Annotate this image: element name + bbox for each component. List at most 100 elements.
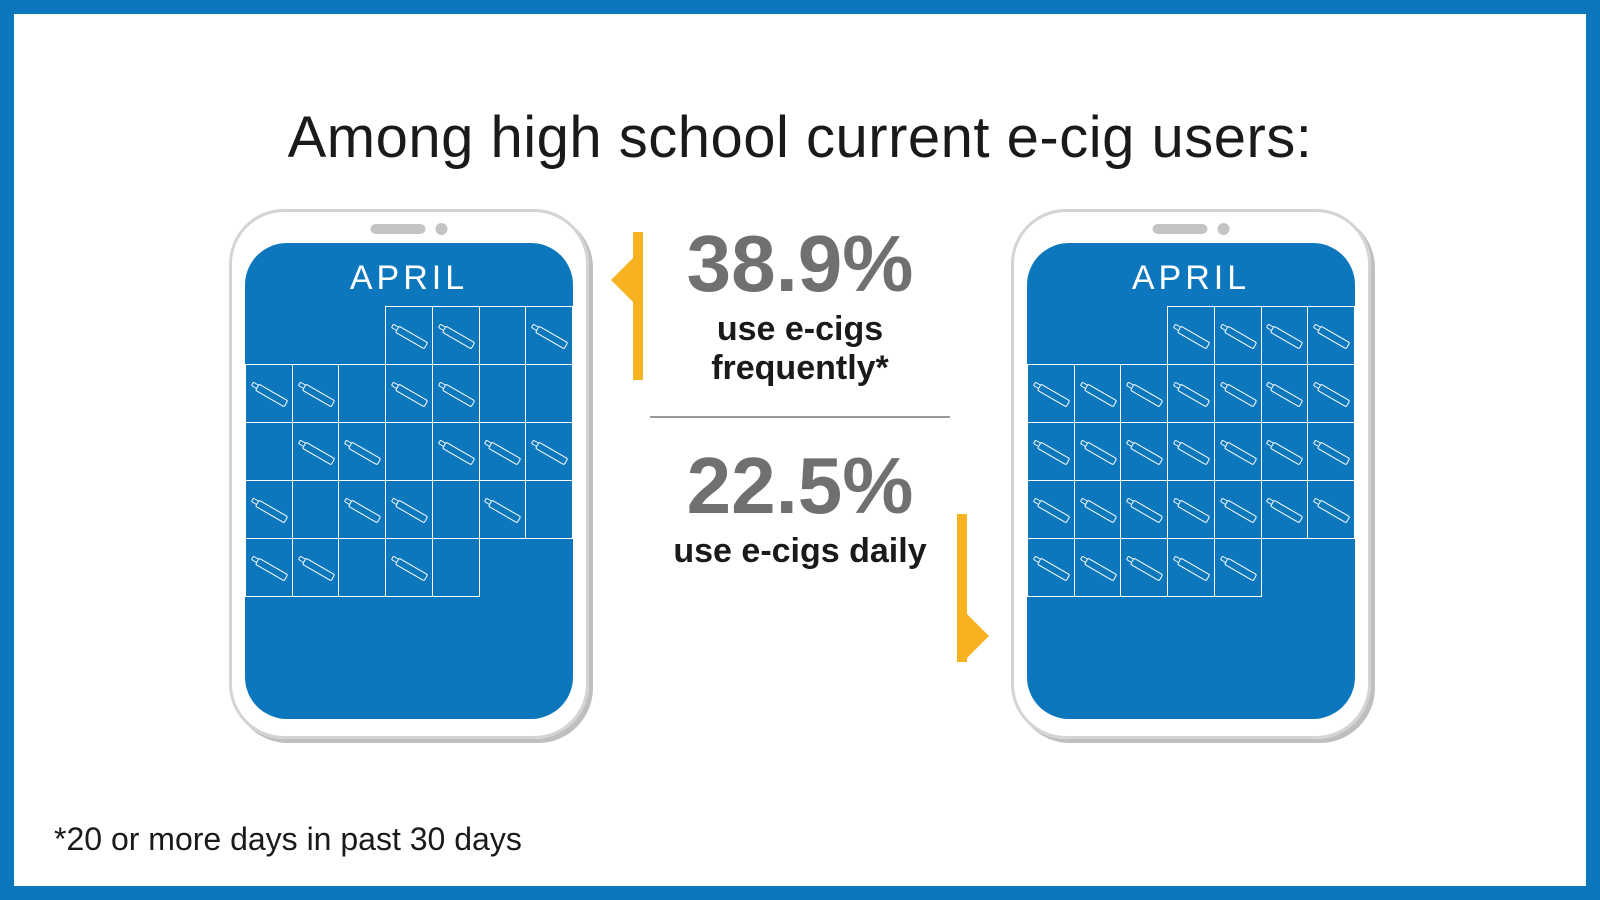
- ecig-icon: [1312, 322, 1351, 349]
- stat-daily-label: use e-cigs daily: [620, 532, 980, 571]
- calendar-cell: [386, 307, 433, 365]
- calendar-cell: [479, 365, 526, 423]
- stat-frequent-label-1: use e-cigs: [717, 310, 883, 348]
- calendar-cell: [1074, 307, 1121, 365]
- calendar-cell: [1168, 307, 1215, 365]
- calendar-cell: [1121, 539, 1168, 597]
- calendar-cell: [1214, 481, 1261, 539]
- ecig-icon: [1265, 322, 1304, 349]
- ecig-icon: [1125, 438, 1164, 465]
- ecig-icon: [1078, 438, 1117, 465]
- ecig-icon: [390, 496, 429, 523]
- calendar-cell: [339, 365, 386, 423]
- ecig-icon: [1218, 438, 1257, 465]
- phone-screen-left: APRIL: [245, 243, 573, 719]
- ecig-icon: [390, 322, 429, 349]
- calendar-cell: [1308, 481, 1355, 539]
- speaker-icon: [1153, 224, 1208, 234]
- ecig-icon: [1032, 496, 1071, 523]
- calendar-cell: [1074, 365, 1121, 423]
- phone-right: APRIL: [1011, 209, 1371, 739]
- ecig-icon: [1265, 380, 1304, 407]
- calendar-cell: [246, 481, 293, 539]
- ecig-icon: [530, 322, 569, 349]
- phone-notch: [1153, 223, 1230, 235]
- ecig-icon: [1218, 496, 1257, 523]
- calendar-cell: [386, 481, 433, 539]
- calendar-cell: [1261, 365, 1308, 423]
- ecig-icon: [436, 438, 475, 465]
- calendar-cell: [479, 481, 526, 539]
- ecig-icon: [1218, 554, 1257, 581]
- calendar-cell: [432, 423, 479, 481]
- ecig-icon: [390, 380, 429, 407]
- calendar-cell: [386, 365, 433, 423]
- calendar-cell: [386, 423, 433, 481]
- ecig-icon: [1032, 380, 1071, 407]
- phone-left: APRIL: [229, 209, 589, 739]
- calendar-cell: [292, 481, 339, 539]
- calendar-cell: [1121, 481, 1168, 539]
- calendar-cell: [1168, 365, 1215, 423]
- calendar-cell: [292, 423, 339, 481]
- calendar-cell: [526, 365, 573, 423]
- calendar-cell: [526, 481, 573, 539]
- calendar-cell: [1074, 539, 1121, 597]
- footnote: *20 or more days in past 30 days: [54, 821, 522, 858]
- calendar-cell: [526, 539, 573, 597]
- calendar-cell: [339, 539, 386, 597]
- month-label: APRIL: [1027, 259, 1355, 298]
- calendar-cell: [246, 423, 293, 481]
- calendar-cell: [1168, 539, 1215, 597]
- calendar-cell: [246, 539, 293, 597]
- calendar-cell: [292, 539, 339, 597]
- ecig-icon: [1032, 554, 1071, 581]
- ecig-icon: [1078, 554, 1117, 581]
- calendar-cell: [479, 539, 526, 597]
- calendar-cell: [1121, 365, 1168, 423]
- calendar-cell: [1168, 481, 1215, 539]
- stat-frequent-percent: 38.9%: [620, 224, 980, 304]
- calendar-left: [245, 306, 573, 597]
- phone-screen-right: APRIL: [1027, 243, 1355, 719]
- center-stats: 38.9% use e-cigs frequently* 22.5% use e…: [620, 224, 980, 571]
- calendar-cell: [339, 307, 386, 365]
- calendar-cell: [1214, 423, 1261, 481]
- ecig-icon: [390, 554, 429, 581]
- ecig-icon: [296, 438, 335, 465]
- ecig-icon: [1312, 496, 1351, 523]
- camera-icon: [1218, 223, 1230, 235]
- calendar-cell: [1121, 423, 1168, 481]
- calendar-cell: [432, 481, 479, 539]
- calendar-cell: [1168, 423, 1215, 481]
- calendar-right: [1027, 306, 1355, 597]
- calendar-cell: [1308, 365, 1355, 423]
- ecig-icon: [1218, 380, 1257, 407]
- calendar-cell: [246, 365, 293, 423]
- calendar-cell: [1121, 307, 1168, 365]
- calendar-cell: [479, 307, 526, 365]
- ecig-icon: [1125, 380, 1164, 407]
- ecig-icon: [1218, 322, 1257, 349]
- ecig-icon: [1265, 438, 1304, 465]
- ecig-icon: [1078, 380, 1117, 407]
- calendar-cell: [1028, 423, 1075, 481]
- calendar-cell: [1028, 481, 1075, 539]
- calendar-cell: [1261, 307, 1308, 365]
- ecig-icon: [530, 438, 569, 465]
- calendar-cell: [292, 365, 339, 423]
- ecig-icon: [250, 496, 289, 523]
- calendar-cell: [1214, 365, 1261, 423]
- calendar-cell: [246, 307, 293, 365]
- ecig-icon: [1078, 496, 1117, 523]
- calendar-cell: [432, 365, 479, 423]
- ecig-icon: [436, 380, 475, 407]
- calendar-cell: [1261, 481, 1308, 539]
- ecig-icon: [483, 438, 522, 465]
- calendar-cell: [339, 481, 386, 539]
- calendar-cell: [432, 539, 479, 597]
- calendar-cell: [479, 423, 526, 481]
- ecig-icon: [250, 554, 289, 581]
- infographic-frame: Among high school current e-cig users: A…: [0, 0, 1600, 900]
- calendar-cell: [1028, 307, 1075, 365]
